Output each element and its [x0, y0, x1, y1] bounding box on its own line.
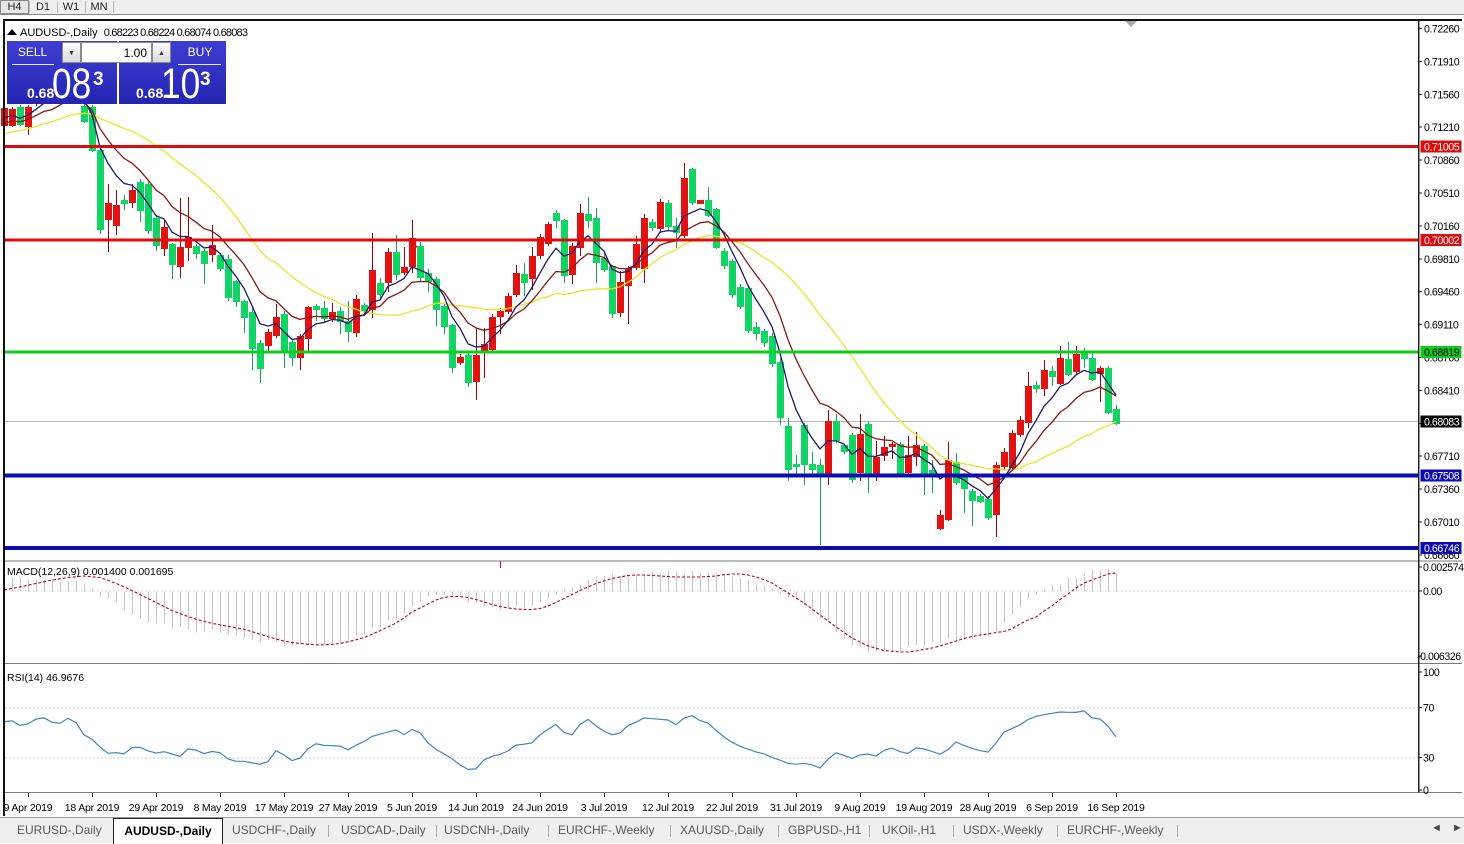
svg-text:8 May 2019: 8 May 2019: [194, 802, 247, 814]
svg-text:0.67710: 0.67710: [1424, 451, 1460, 463]
svg-text:0.71910: 0.71910: [1424, 56, 1460, 68]
svg-text:22 Jul 2019: 22 Jul 2019: [706, 802, 758, 814]
svg-text:0.69110: 0.69110: [1424, 320, 1459, 332]
svg-text:0.69460: 0.69460: [1424, 287, 1460, 299]
svg-text:18 Apr 2019: 18 Apr 2019: [65, 802, 120, 814]
svg-text:5 Jun 2019: 5 Jun 2019: [387, 802, 437, 814]
svg-text:16 Sep 2019: 16 Sep 2019: [1087, 802, 1145, 814]
svg-text:100: 100: [1423, 667, 1440, 679]
svg-text:14 Jun 2019: 14 Jun 2019: [448, 802, 504, 814]
svg-text:9 Apr 2019: 9 Apr 2019: [4, 802, 53, 814]
svg-text:19 Aug 2019: 19 Aug 2019: [896, 802, 953, 814]
svg-text:0.67360: 0.67360: [1424, 484, 1460, 496]
svg-text:70: 70: [1423, 703, 1434, 715]
svg-text:MACD(12,26,9) 0.001400 0.00169: MACD(12,26,9) 0.001400 0.001695: [7, 566, 174, 578]
svg-text:0.71560: 0.71560: [1424, 89, 1460, 101]
svg-text:29 Apr 2019: 29 Apr 2019: [129, 802, 184, 814]
svg-text:0.68819: 0.68819: [1424, 347, 1460, 359]
svg-text:0.00: 0.00: [1423, 586, 1442, 598]
svg-text:0.68410: 0.68410: [1424, 385, 1460, 397]
svg-text:31 Jul 2019: 31 Jul 2019: [770, 802, 822, 814]
svg-text:12 Jul 2019: 12 Jul 2019: [642, 802, 694, 814]
svg-text:0.72260: 0.72260: [1424, 24, 1460, 36]
svg-text:0.71005: 0.71005: [1424, 142, 1460, 154]
svg-text:28 Aug 2019: 28 Aug 2019: [960, 802, 1017, 814]
svg-text:0.67010: 0.67010: [1424, 517, 1460, 529]
svg-text:0.71210: 0.71210: [1424, 122, 1460, 134]
svg-text:0.70860: 0.70860: [1424, 155, 1460, 167]
svg-text:30: 30: [1423, 753, 1434, 765]
svg-text:0.69810: 0.69810: [1424, 254, 1460, 266]
svg-text:-0.006326: -0.006326: [1417, 651, 1461, 663]
svg-text:0.68083: 0.68083: [1424, 417, 1460, 429]
svg-text:0.66746: 0.66746: [1424, 543, 1460, 555]
svg-text:6 Sep 2019: 6 Sep 2019: [1026, 802, 1078, 814]
svg-text:RSI(14) 46.9676: RSI(14) 46.9676: [7, 672, 84, 684]
svg-text:0: 0: [1423, 785, 1429, 797]
svg-text:27 May 2019: 27 May 2019: [319, 802, 378, 814]
svg-text:3 Jul 2019: 3 Jul 2019: [581, 802, 628, 814]
svg-text:0.70002: 0.70002: [1424, 235, 1460, 247]
svg-text:0.002574: 0.002574: [1423, 562, 1464, 574]
svg-text:24 Jun 2019: 24 Jun 2019: [512, 802, 568, 814]
svg-text:0.67508: 0.67508: [1424, 471, 1460, 483]
svg-text:0.70160: 0.70160: [1424, 221, 1460, 233]
svg-text:0.70510: 0.70510: [1424, 188, 1460, 200]
svg-text:17 May 2019: 17 May 2019: [255, 802, 314, 814]
svg-text:9 Aug 2019: 9 Aug 2019: [834, 802, 885, 814]
